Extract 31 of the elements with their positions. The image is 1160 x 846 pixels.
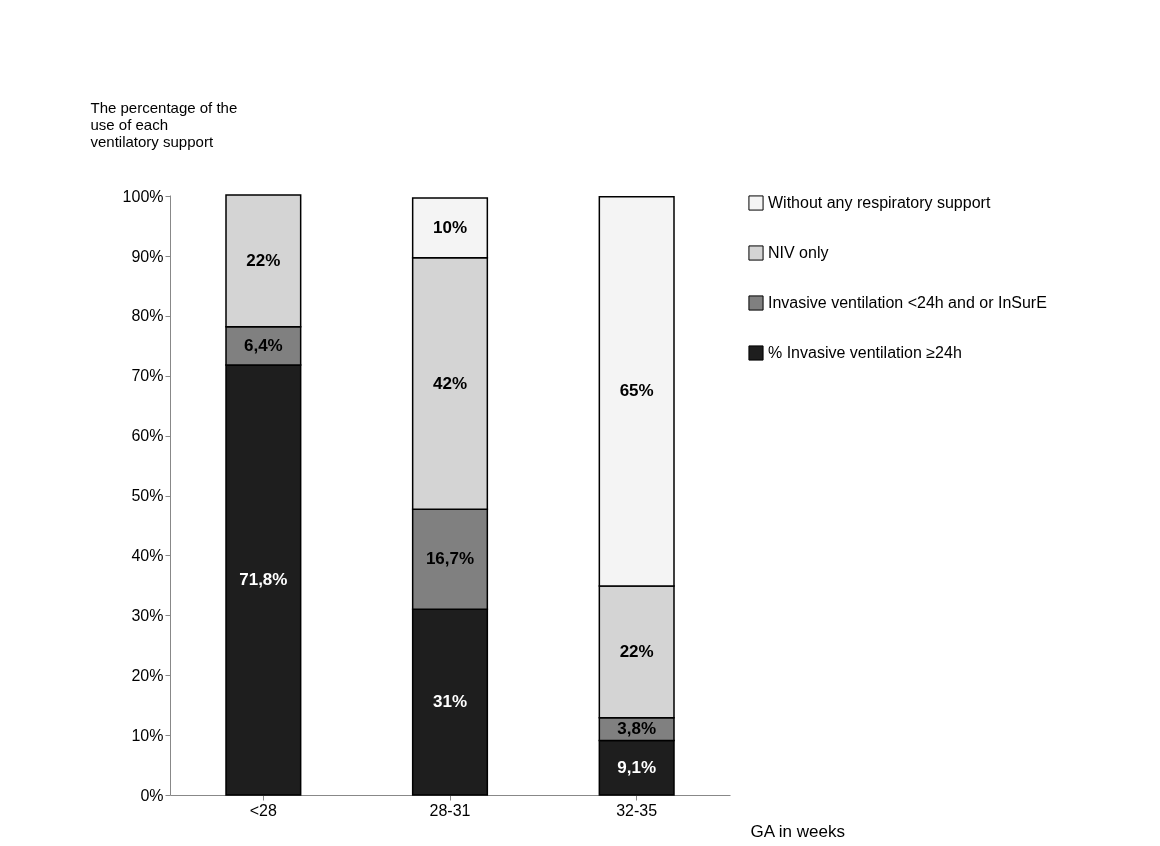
data-label: 22% xyxy=(619,641,654,661)
data-label: 71,8% xyxy=(239,570,288,590)
y-tick-label: 10% xyxy=(131,726,164,744)
y-axis-title: The percentage of the use of each ventilatory support xyxy=(90,98,238,150)
x-axis-title: GA in weeks xyxy=(750,821,845,841)
legend-label: NIV only xyxy=(768,244,829,261)
y-tick-label: 90% xyxy=(131,247,164,265)
y-tick-label: 30% xyxy=(131,606,164,624)
data-label: 10% xyxy=(432,217,468,237)
data-label: 16,7% xyxy=(425,549,475,569)
data-label: 65% xyxy=(619,381,654,401)
y-tick-label: 100% xyxy=(122,187,164,205)
x-tick-label: 28-31 xyxy=(429,801,471,819)
y-tick-label: 50% xyxy=(131,487,164,505)
data-label: 9,1% xyxy=(617,757,657,777)
y-tick-label: 40% xyxy=(131,546,164,564)
y-tick-label: 20% xyxy=(131,666,164,684)
data-label: 42% xyxy=(432,373,468,393)
y-tick-label: 0% xyxy=(140,786,164,804)
data-label: 6,4% xyxy=(243,335,283,355)
y-tick-label: 60% xyxy=(131,427,164,445)
data-label: 3,8% xyxy=(617,719,657,739)
y-tick-label: 70% xyxy=(131,367,164,385)
data-label: 31% xyxy=(432,692,468,712)
legend-label: Without any respiratory support xyxy=(768,194,991,211)
x-tick-label: <28 xyxy=(249,801,278,819)
x-tick-label: 32-35 xyxy=(616,801,658,819)
y-tick-label: 80% xyxy=(131,307,164,325)
legend-label: Invasive ventilation <24h and or InSurE xyxy=(768,294,1047,311)
legend-label: % Invasive ventilation ≥24h xyxy=(768,344,962,361)
data-label: 22% xyxy=(246,250,281,270)
